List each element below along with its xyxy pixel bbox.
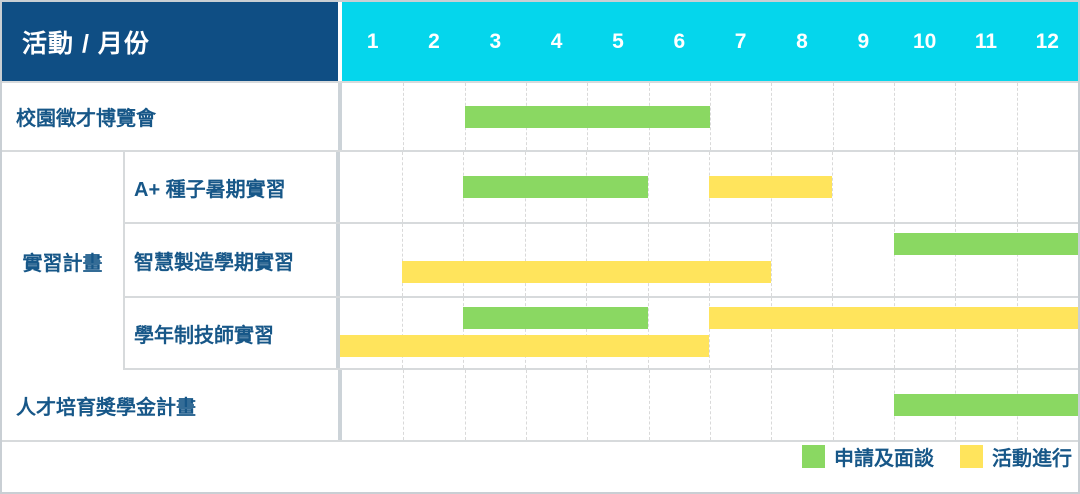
month-gridline: [648, 370, 650, 440]
month-gridline: [832, 152, 833, 222]
month-gridline: [955, 298, 956, 368]
month-label-4: 4: [550, 29, 563, 53]
month-gridline: [710, 370, 711, 440]
month-gridline: [709, 298, 710, 368]
month-gridline: [526, 370, 527, 440]
month-gridline: [832, 370, 834, 440]
month-label-10: 10: [912, 29, 937, 53]
month-gridline: [401, 152, 403, 222]
month-gridline: [524, 298, 526, 368]
month-label-6: 6: [673, 29, 686, 53]
legend: 申請及面談 活動進行: [2, 442, 1078, 471]
month-label-1: 1: [366, 29, 379, 53]
month-gridline: [463, 298, 464, 368]
month-gridline: [401, 224, 403, 296]
month-gridline: [893, 224, 895, 296]
month-gridline: [832, 224, 833, 296]
month-label-2: 2: [428, 29, 440, 53]
row-talent-scholarship-program: 人才培育獎學金計畫: [2, 370, 1078, 442]
gantt-bar-apply: [463, 307, 648, 329]
group-label: 實習計畫: [2, 152, 125, 370]
month-gridline: [1016, 224, 1018, 296]
month-gridline: [1016, 298, 1018, 368]
legend-item-apply: 申請及面談: [802, 442, 934, 471]
month-gridline: [893, 298, 895, 368]
month-gridline: [1016, 152, 1018, 222]
row-chart-area: [338, 370, 1078, 440]
legend-item-active: 活動進行: [960, 442, 1072, 471]
month-gridline: [955, 152, 956, 222]
month-gridline: [586, 224, 587, 296]
row-campus-fair: 校園徵才博覽會: [2, 83, 1078, 152]
month-label-7: 7: [734, 29, 747, 53]
month-gridline: [647, 298, 649, 368]
month-label-9: 9: [857, 29, 870, 53]
row-chart-area: [336, 298, 1078, 368]
month-gridline: [770, 298, 772, 368]
month-gridline: [524, 224, 526, 296]
row-label: 人才培育獎學金計畫: [2, 370, 338, 440]
month-label-12: 12: [1035, 29, 1059, 53]
group-internship-program: 實習計畫 A+ 種子暑期實習 智慧製造學期實習 學年制技師實習: [2, 152, 1078, 370]
month-gridline: [464, 370, 466, 440]
gantt-bar-apply: [463, 176, 648, 198]
month-label-11: 11: [974, 29, 998, 53]
row-chart-area: [336, 152, 1078, 222]
legend-swatch-active: [960, 445, 983, 468]
header-row: 活動 / 月份 1 2 3 4 5 6 7 8 9 10 11 12: [2, 2, 1078, 83]
month-gridline: [955, 224, 956, 296]
row-aplus-summer-internship: A+ 種子暑期實習: [125, 152, 1078, 224]
month-gridline: [1016, 83, 1018, 150]
month-gridline: [709, 224, 710, 296]
gantt-bar-active: [709, 307, 1078, 329]
legend-label: 申請及面談: [834, 448, 934, 470]
row-smart-manufacturing-internship: 智慧製造學期實習: [125, 224, 1078, 298]
row-chart-area: [336, 224, 1078, 296]
month-gridline: [403, 83, 405, 150]
month-gridline: [955, 83, 957, 150]
month-header-row: 1 2 3 4 5 6 7 8 9 10 11 12: [342, 2, 1078, 81]
month-gridline: [832, 298, 833, 368]
gantt-bar-apply: [894, 394, 1078, 416]
header-divider: [338, 2, 342, 81]
gantt-bar-apply: [893, 233, 1078, 255]
row-label: 智慧製造學期實習: [125, 224, 336, 296]
row-label: 校園徵才博覽會: [2, 83, 338, 150]
month-gridline: [710, 83, 711, 150]
month-label-5: 5: [612, 29, 624, 53]
month-gridline: [647, 152, 649, 222]
month-gridline: [647, 224, 649, 296]
month-label-8: 8: [796, 29, 808, 53]
gantt-bar-apply: [464, 105, 710, 128]
row-label: A+ 種子暑期實習: [125, 152, 336, 222]
row-chart-area: [338, 83, 1078, 150]
month-gridline: [832, 83, 834, 150]
gantt-bar-active: [401, 261, 771, 283]
month-gridline: [770, 224, 772, 296]
month-gridline: [893, 152, 895, 222]
month-gridline: [586, 298, 587, 368]
row-label: 學年制技師實習: [125, 298, 336, 368]
month-gridline: [403, 370, 405, 440]
gantt-bar-active: [709, 176, 832, 198]
legend-label: 活動進行: [992, 448, 1072, 470]
month-gridline: [401, 298, 403, 368]
month-gridline: [771, 370, 773, 440]
legend-swatch-apply: [802, 445, 825, 468]
month-gridline: [463, 224, 464, 296]
month-gridline: [894, 83, 895, 150]
month-gridline: [587, 370, 589, 440]
row-academic-year-technician-internship: 學年制技師實習: [125, 298, 1078, 370]
header-title: 活動 / 月份: [2, 2, 338, 81]
month-gridline: [771, 83, 773, 150]
gantt-bar-active: [340, 335, 709, 357]
month-label-3: 3: [489, 29, 502, 53]
